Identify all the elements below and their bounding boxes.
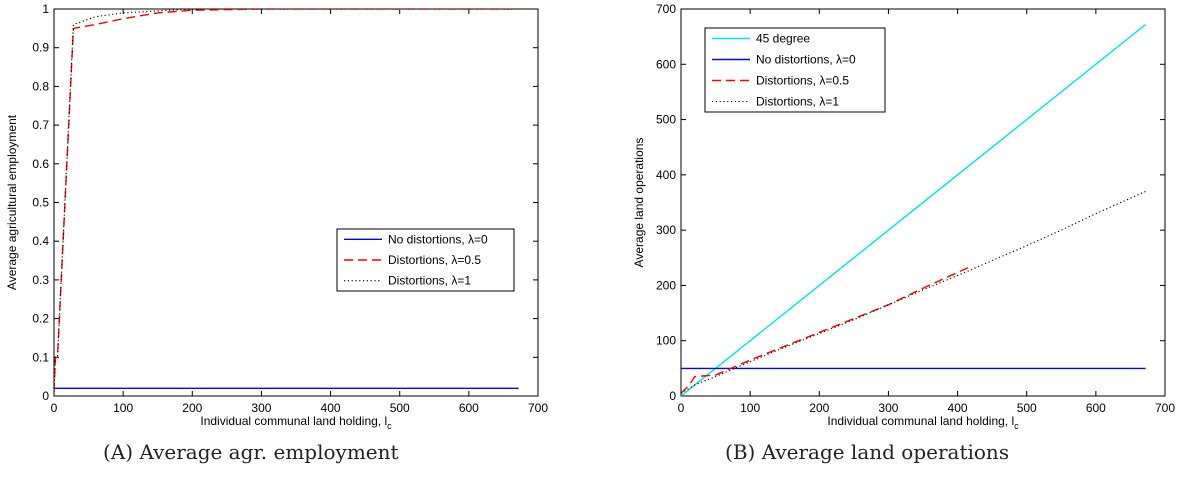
- series-line-1: [681, 23, 1147, 396]
- caption-a: (A) Average agr. employment: [103, 440, 399, 464]
- x-tick-label: 300: [878, 401, 898, 415]
- y-tick-label: 0.5: [32, 196, 49, 210]
- caption-b: (B) Average land operations: [725, 440, 1010, 464]
- plot-area: [53, 8, 539, 397]
- legend-label-1: No distortions, λ=0: [388, 232, 488, 246]
- x-tick-label: 200: [182, 401, 202, 415]
- y-tick-label: 500: [656, 113, 676, 127]
- y-tick-label: 0: [42, 389, 49, 403]
- x-tick-label: 700: [528, 401, 548, 415]
- y-tick-label: 200: [656, 278, 676, 292]
- panel-b-chart: 0 100 200 300 400 500 600 700 0 100 200 300 400 500 60…: [632, 2, 1175, 431]
- y-tick-label: 400: [656, 168, 676, 182]
- legend-label-3: Distortions, λ=0.5: [756, 74, 849, 88]
- legend: 45 degree No distortions, λ=0 Distortions,…: [704, 27, 886, 113]
- y-tick-label: 0.8: [32, 79, 49, 93]
- legend-box: [704, 27, 886, 113]
- x-tick-label: 400: [321, 401, 341, 415]
- y-tick-label: 0.9: [32, 41, 49, 55]
- x-tick-label: 600: [1086, 401, 1106, 415]
- y-tick-label: 600: [656, 57, 676, 71]
- series-group: [54, 9, 519, 393]
- x-tick-label: 400: [948, 401, 968, 415]
- caption-b-text: Average land operations: [761, 440, 1010, 464]
- x-axis-label-subscript: c: [387, 421, 392, 431]
- x-tick-label: 100: [113, 401, 133, 415]
- x-tick-label: 300: [251, 401, 271, 415]
- legend: No distortions, λ=0 Distortions, λ=0.5 Dis…: [336, 228, 515, 292]
- y-axis-label: Average land operations: [632, 138, 646, 268]
- legend-label-2: Distortions, λ=0.5: [388, 253, 481, 267]
- legend-label-4: Distortions, λ=1: [756, 95, 839, 109]
- x-tick-label: 200: [809, 401, 829, 415]
- legend-label-3: Distortions, λ=1: [388, 274, 471, 288]
- y-tick-label: 0.2: [32, 312, 49, 326]
- y-tick-label: 700: [656, 2, 676, 16]
- legend-label-2: No distortions, λ=0: [756, 53, 856, 67]
- x-axis-label-subscript: c: [1014, 421, 1019, 431]
- y-tick-label: 0.6: [32, 157, 49, 171]
- legend-label-1: 45 degree: [756, 32, 810, 46]
- panel-a-chart: 0 100 200 300 400 500 600 700 0 0.1 0.2 0.3 0.4 0.5 0.…: [5, 2, 548, 431]
- caption-a-label: A: [110, 440, 126, 464]
- y-tick-label: 0: [669, 389, 676, 403]
- series-line-3: [54, 9, 519, 393]
- y-tick-label: 0.7: [32, 118, 49, 132]
- x-tick-label: 500: [390, 401, 410, 415]
- x-tick-label: 500: [1017, 401, 1037, 415]
- caption-b-label: B: [732, 440, 748, 464]
- x-tick-label: 600: [459, 401, 479, 415]
- x-axis-label: Individual communal land holding, lc: [200, 414, 392, 431]
- caption-a-text: Average agr. employment: [139, 440, 399, 464]
- y-axis-label: Average agricultural employment: [5, 114, 19, 290]
- y-tick-label: 300: [656, 223, 676, 237]
- series-line-3: [681, 267, 969, 394]
- y-tick-label: 0.1: [32, 350, 49, 364]
- y-tick-label: 0.3: [32, 273, 49, 287]
- y-tick-label: 1: [42, 2, 49, 16]
- x-axis-label: Individual communal land holding, lc: [827, 414, 1019, 431]
- y-tick-label: 100: [656, 334, 676, 348]
- x-tick-label: 700: [1155, 401, 1175, 415]
- series-line-2: [54, 9, 519, 393]
- x-tick-label: 0: [51, 401, 58, 415]
- y-tick-label: 0.4: [32, 234, 49, 248]
- x-tick-label: 0: [678, 401, 685, 415]
- series-group: [681, 23, 1147, 396]
- x-tick-label: 100: [740, 401, 760, 415]
